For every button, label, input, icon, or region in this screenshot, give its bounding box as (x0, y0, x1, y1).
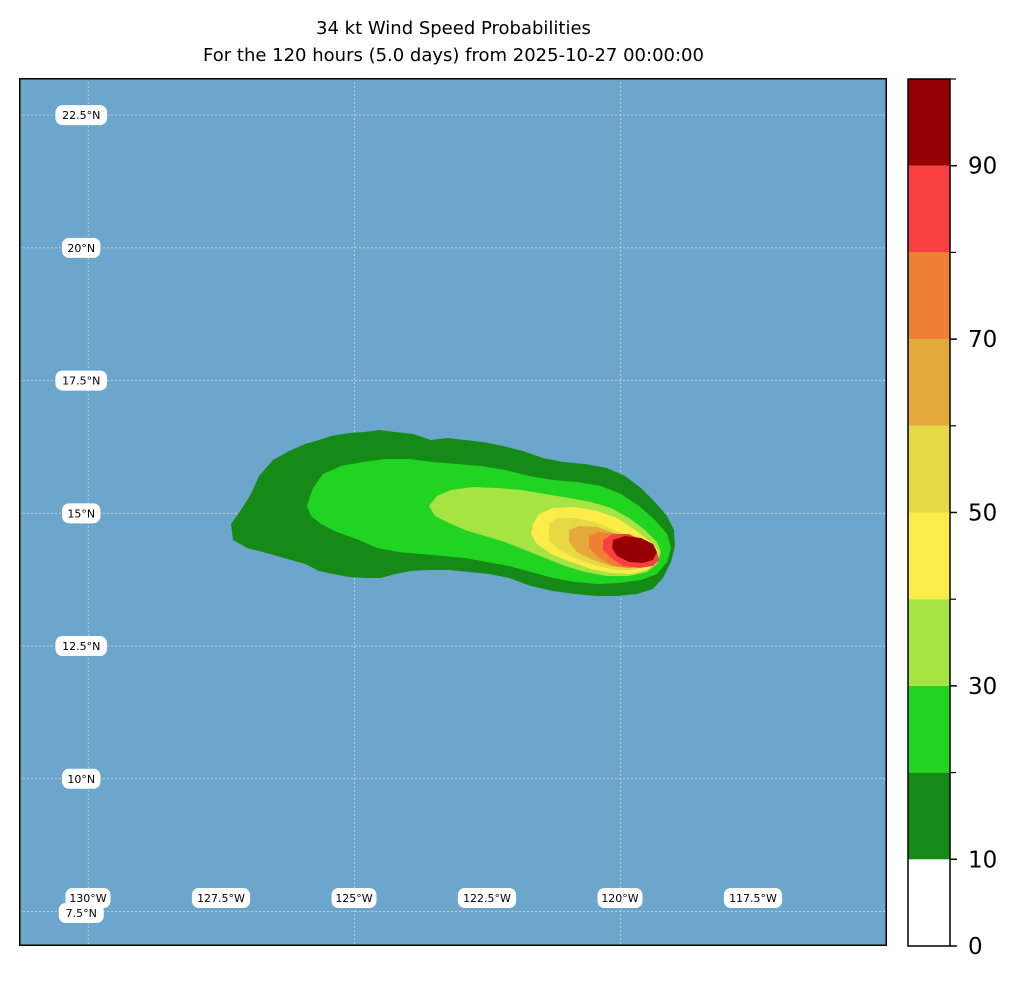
map-title: 34 kt Wind Speed Probabilities (316, 18, 591, 39)
lat-label-text: 7.5°N (66, 907, 97, 920)
lon-label-text: 125°W (335, 892, 372, 905)
lat-label-text: 22.5°N (62, 109, 100, 122)
colorbar-segment (908, 252, 950, 340)
colorbar-segment (908, 79, 950, 166)
lon-label-text: 117.5°W (729, 892, 777, 905)
lon-label: 120°W (597, 888, 643, 908)
colorbar: 0 10 30 50 70 90 (905, 78, 1020, 960)
colorbar-segment (908, 425, 950, 513)
lat-label-text: 20°N (67, 242, 95, 255)
lat-label-box (55, 105, 108, 126)
wind-probability-swath (231, 430, 675, 596)
lat-label: 20°N (62, 237, 101, 258)
lat-label-text: 12.5°N (62, 640, 100, 653)
lon-label: 130°W (65, 888, 111, 908)
colorbar-segment (908, 165, 950, 253)
lat-label: 12.5°N (55, 636, 108, 657)
lat-label-box (62, 237, 101, 258)
colorbar-segment (908, 685, 950, 773)
longitude-labels: 130°W 127.5°W 125°W 122.5°W 120°W 117.5°W (65, 888, 783, 908)
colorbar-tick-label: 90 (968, 154, 997, 180)
lat-label-text: 10°N (67, 773, 95, 786)
colorbar-tick-label: 0 (968, 934, 983, 960)
lon-label-box (723, 888, 783, 908)
colorbar-tick-label: 50 (968, 501, 997, 527)
lon-label-box (457, 888, 517, 908)
lon-label-box (597, 888, 643, 908)
map-border (19, 78, 887, 946)
colorbar-segment (908, 339, 950, 426)
colorbar-tick-label: 10 (968, 847, 997, 873)
map-subtitle: For the 120 hours (5.0 days) from 2025-1… (203, 45, 704, 66)
colorbar-segment (908, 859, 950, 946)
lon-label-box (191, 888, 251, 908)
lat-label: 10°N (62, 768, 101, 789)
lon-label: 117.5°W (723, 888, 783, 908)
lat-label-text: 17.5°N (62, 375, 100, 388)
lat-label-box (55, 370, 108, 391)
lon-label-box (331, 888, 377, 908)
swath-band-80-90 (612, 536, 657, 563)
lat-label: 17.5°N (55, 370, 108, 391)
lon-label-text: 120°W (601, 892, 638, 905)
colorbar-segment (908, 772, 950, 860)
lat-label: 22.5°N (55, 105, 108, 126)
lon-label: 127.5°W (191, 888, 251, 908)
colorbar-segment (908, 512, 950, 600)
lat-label-text: 15°N (67, 507, 95, 520)
latitude-labels: 22.5°N 20°N 17.5°N 15°N 12.5°N 10°N 7.5°N (55, 105, 108, 923)
lon-label: 125°W (331, 888, 377, 908)
map-panel[interactable]: 22.5°N 20°N 17.5°N 15°N 12.5°N 10°N 7.5°N 130°… (19, 78, 887, 946)
colorbar-segment (908, 599, 950, 686)
lon-label: 122.5°W (457, 888, 517, 908)
lat-label-box (62, 503, 101, 524)
lon-label-box (65, 888, 111, 908)
lat-label-box (55, 636, 108, 657)
lon-label-text: 122.5°W (463, 892, 511, 905)
lat-label: 15°N (62, 503, 101, 524)
colorbar-tick-label: 70 (968, 327, 997, 353)
colorbar-tick-label: 30 (968, 674, 997, 700)
lon-label-text: 130°W (69, 892, 106, 905)
lat-label-box (62, 768, 101, 789)
lon-label-text: 127.5°W (197, 892, 245, 905)
